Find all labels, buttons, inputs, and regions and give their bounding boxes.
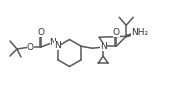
Text: O: O (26, 42, 33, 51)
Text: N: N (100, 42, 107, 51)
Text: N: N (55, 41, 61, 50)
Text: NH₂: NH₂ (131, 28, 148, 37)
Text: N: N (50, 38, 56, 47)
Text: O: O (113, 28, 120, 37)
Text: O: O (37, 28, 45, 37)
